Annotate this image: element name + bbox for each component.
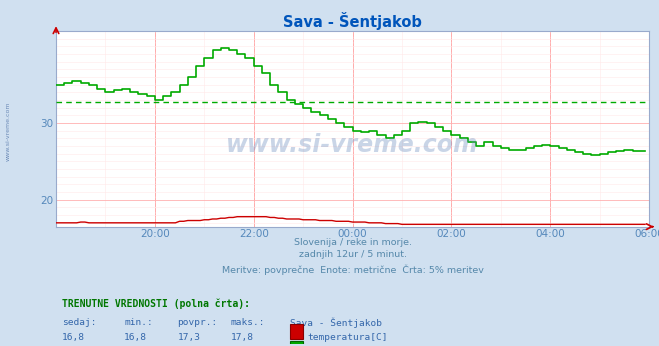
Text: 17,8: 17,8: [231, 333, 254, 342]
Text: Slovenija / reke in morje.
zadnjih 12ur / 5 minut.
Meritve: povprečne  Enote: me: Slovenija / reke in morje. zadnjih 12ur …: [221, 238, 484, 275]
Text: sedaj:: sedaj:: [62, 318, 96, 327]
Text: www.si-vreme.com: www.si-vreme.com: [5, 102, 11, 161]
Text: TRENUTNE VREDNOSTI (polna črta):: TRENUTNE VREDNOSTI (polna črta):: [62, 298, 250, 309]
Text: Sava - Šentjakob: Sava - Šentjakob: [291, 318, 382, 328]
Bar: [291, 325, 303, 339]
Text: www.si-vreme.com: www.si-vreme.com: [226, 133, 479, 156]
Bar: [291, 341, 303, 346]
Text: 16,8: 16,8: [62, 333, 85, 342]
Text: 16,8: 16,8: [125, 333, 147, 342]
Text: povpr.:: povpr.:: [178, 318, 218, 327]
Title: Sava - Šentjakob: Sava - Šentjakob: [283, 12, 422, 30]
Text: min.:: min.:: [125, 318, 153, 327]
Text: temperatura[C]: temperatura[C]: [307, 333, 387, 342]
Text: 17,3: 17,3: [178, 333, 200, 342]
Text: maks.:: maks.:: [231, 318, 266, 327]
